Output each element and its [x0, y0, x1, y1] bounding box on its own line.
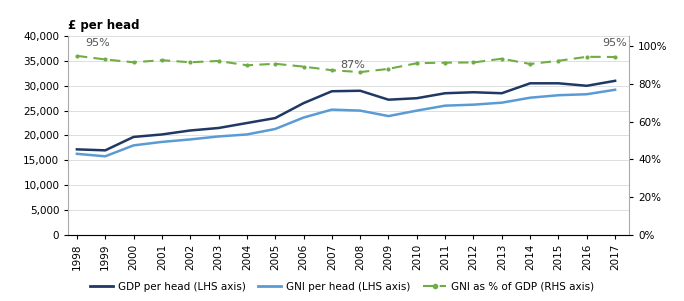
Text: 95%: 95% — [86, 38, 110, 48]
Text: £ per head: £ per head — [68, 19, 140, 32]
Legend: GDP per head (LHS axis), GNI per head (LHS axis), GNI as % of GDP (RHS axis): GDP per head (LHS axis), GNI per head (L… — [86, 278, 598, 296]
Text: 95%: 95% — [603, 38, 627, 48]
Text: 87%: 87% — [341, 60, 365, 70]
